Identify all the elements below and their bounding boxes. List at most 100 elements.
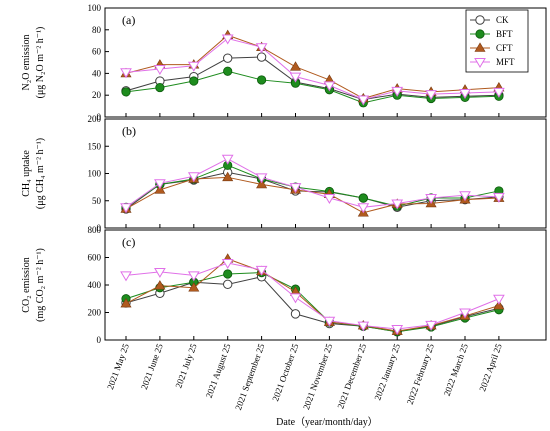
series-bft (121, 268, 504, 337)
x-tick-label: 2021 July 25 (173, 342, 198, 390)
data-point (221, 154, 234, 165)
data-point (222, 171, 234, 182)
panel-label: (b) (122, 124, 136, 138)
x-tick-label: 2022 February 25 (405, 342, 436, 406)
legend-label: CFT (496, 43, 513, 53)
data-point (493, 87, 505, 98)
series-mft (120, 259, 505, 335)
data-point (323, 81, 336, 92)
data-point (256, 52, 267, 62)
x-tick-label: 2022 January 25 (372, 342, 402, 402)
series-line (125, 158, 499, 208)
y-axis-title: CO₂ emission (21, 257, 32, 312)
data-point (154, 280, 166, 290)
series-mft (120, 154, 505, 214)
series-line (125, 171, 499, 210)
data-point (290, 309, 301, 319)
data-point (154, 267, 166, 278)
y-tick-label: 50 (92, 196, 102, 206)
legend: CK BFT CFT MFT (465, 9, 529, 73)
panel-2: 0 50 100 150 200 CH₄ uptake (μg CH₄ m⁻² h⁻¹) (b… (21, 114, 547, 233)
x-tick-label: 2021 November 25 (301, 342, 334, 411)
x-tick-label: 2021 August 25 (204, 342, 233, 399)
y-axis-unit: (μg CH₄ m⁻² h⁻¹) (35, 138, 46, 209)
legend-marker (475, 15, 485, 25)
data-point (187, 271, 200, 282)
data-point (120, 203, 132, 214)
y-tick-label: 20 (92, 90, 102, 100)
data-point (425, 90, 437, 101)
legend-entry-cft: CFT (470, 42, 513, 53)
y-tick-label: 0 (97, 112, 102, 122)
data-point (493, 294, 505, 305)
data-point (391, 325, 404, 335)
panel-frame (104, 118, 547, 229)
y-axis-title: CH₄ uptake (21, 150, 32, 197)
panel-1: 0 20 40 60 80 100 N₂O emission (μg N₂O m⁻² h⁻¹)… (21, 3, 547, 122)
data-point (323, 316, 336, 327)
series-cft (120, 29, 505, 103)
data-point (289, 183, 302, 194)
x-tick-label: 2021 December 25 (335, 342, 368, 410)
legend-entry-ck: CK (470, 15, 509, 25)
y-tick-label: 100 (88, 169, 102, 179)
data-point (493, 300, 505, 310)
data-point (221, 259, 234, 269)
panel-3: 0 200 400 600 800 CO₂ emission (mg CO₂ m⁻² h⁻¹… (21, 225, 547, 345)
series-line (125, 70, 499, 104)
data-point (255, 173, 268, 184)
legend-label: CK (496, 15, 509, 25)
data-point (188, 282, 200, 292)
data-point (425, 194, 437, 205)
data-point (256, 75, 267, 85)
series-line (125, 56, 499, 101)
data-point (459, 308, 471, 319)
x-axis-title: Date（year/month/day） (276, 416, 378, 428)
data-point (120, 271, 132, 282)
data-point (256, 178, 268, 189)
y-tick-label: 400 (88, 280, 102, 290)
series-cft (120, 171, 505, 217)
legend-marker (474, 58, 486, 68)
y-tick-label: 0 (97, 223, 102, 233)
legend-entry-mft: MFT (470, 57, 515, 68)
data-point (223, 269, 233, 279)
series-line (125, 34, 499, 100)
data-point (255, 265, 268, 276)
panel-label: (a) (122, 13, 135, 27)
data-point (255, 43, 268, 54)
series-line (125, 37, 499, 101)
data-point (357, 321, 370, 332)
y-tick-label: 200 (88, 114, 102, 124)
series-line (125, 276, 500, 333)
panels: 0 20 40 60 80 100 N₂O emission (μg N₂O m⁻² h⁻¹)… (21, 3, 547, 345)
data-point (459, 89, 471, 100)
data-point (223, 279, 233, 290)
x-tick-label: 2022 March 25 (442, 342, 470, 398)
legend-label: MFT (496, 57, 515, 67)
x-tick-label: 2021 October 25 (270, 342, 300, 403)
data-point (391, 86, 404, 97)
series-ck (121, 52, 504, 105)
data-point (289, 293, 302, 304)
y-tick-label: 600 (88, 253, 102, 263)
panel-frame (104, 7, 547, 118)
data-point (187, 172, 200, 183)
panel-label: (c) (122, 235, 135, 249)
y-tick-label: 0 (97, 335, 102, 345)
series-line (125, 258, 500, 332)
legend-entry-bft: BFT (470, 29, 513, 39)
data-point (154, 65, 166, 76)
series-line (125, 272, 500, 333)
y-tick-label: 60 (92, 47, 102, 57)
data-point (459, 191, 471, 202)
data-point (187, 61, 200, 72)
series-line (125, 164, 500, 208)
y-axis-title: N₂O emission (21, 35, 32, 91)
data-point (154, 179, 166, 190)
legend-label: BFT (496, 29, 513, 39)
data-point (493, 192, 505, 203)
data-point (358, 193, 368, 203)
series-ck (121, 272, 504, 337)
y-tick-label: 800 (88, 225, 102, 235)
